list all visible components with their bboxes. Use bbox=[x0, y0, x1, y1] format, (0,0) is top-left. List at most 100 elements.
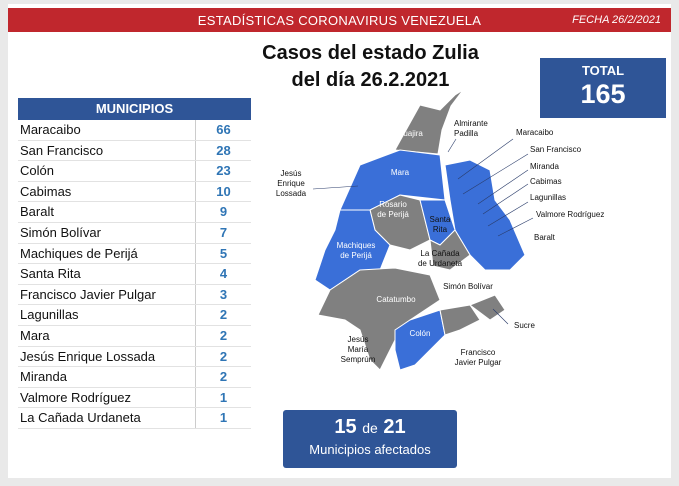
table-row: Mara 2 bbox=[18, 325, 251, 347]
total-label: TOTAL bbox=[581, 63, 625, 78]
leader-line bbox=[492, 308, 509, 325]
map-label: Machiques bbox=[337, 241, 376, 250]
table-row: Jesús Enrique Lossada 2 bbox=[18, 346, 251, 368]
municipality-name: Miranda bbox=[18, 367, 196, 387]
leader-line bbox=[447, 138, 457, 153]
region bbox=[439, 304, 481, 336]
leader-lines bbox=[312, 138, 534, 325]
infographic: ESTADÍSTICAS CORONAVIRUS VENEZUELA FECHA… bbox=[8, 4, 671, 478]
case-count: 5 bbox=[219, 245, 228, 261]
map-label: Lossada bbox=[276, 189, 307, 198]
municipality-name: Cabimas bbox=[18, 181, 196, 202]
summary-box: 15 de 21 Municipios afectados bbox=[283, 410, 457, 468]
map-label: Colón bbox=[410, 329, 431, 338]
case-count: 2 bbox=[219, 327, 228, 343]
case-count: 3 bbox=[219, 286, 228, 302]
case-count: 28 bbox=[216, 142, 231, 158]
map: GuajiraAlmirantePadillaMaraJesúsEnriqueL… bbox=[276, 89, 604, 371]
case-count: 4 bbox=[219, 266, 228, 282]
region bbox=[394, 89, 464, 155]
leader-line bbox=[482, 183, 529, 215]
case-count: 7 bbox=[219, 224, 228, 240]
map-label: Rita bbox=[433, 225, 448, 234]
table-row: Colón 23 bbox=[18, 161, 251, 182]
municipality-name: Valmore Rodríguez bbox=[18, 387, 196, 408]
map-label: Miranda bbox=[530, 162, 559, 171]
region bbox=[444, 159, 526, 271]
case-count: 1 bbox=[219, 410, 228, 426]
map-label: Semprúm bbox=[341, 355, 376, 364]
case-count: 1 bbox=[219, 389, 228, 405]
total-box: TOTAL 165 bbox=[540, 58, 666, 118]
municipality-name: San Francisco bbox=[18, 140, 196, 161]
municipality-name: Maracaibo bbox=[18, 120, 196, 140]
case-count: 2 bbox=[219, 369, 228, 385]
map-label: Maracaibo bbox=[516, 128, 554, 137]
total-value: 165 bbox=[580, 79, 626, 109]
summary-caption: Municipios afectados bbox=[309, 442, 431, 457]
leader-line bbox=[487, 201, 529, 227]
table-row: Simón Bolívar 7 bbox=[18, 222, 251, 244]
map-label: Guajira bbox=[397, 129, 423, 138]
header-title: ESTADÍSTICAS CORONAVIRUS VENEZUELA bbox=[197, 13, 482, 28]
municipality-name: Baralt bbox=[18, 202, 196, 222]
map-label: Javier Pulgar bbox=[455, 358, 502, 367]
table-row: Maracaibo 66 bbox=[18, 120, 251, 141]
table-row: Miranda 2 bbox=[18, 367, 251, 388]
municipality-name: Mara bbox=[18, 325, 196, 346]
map-label: Santa bbox=[430, 215, 451, 224]
map-label: Sucre bbox=[514, 321, 535, 330]
municipality-name: Colón bbox=[18, 161, 196, 181]
table-row: Machiques de Perijá 5 bbox=[18, 243, 251, 265]
leader-line bbox=[462, 153, 529, 195]
municipality-name: Santa Rita bbox=[18, 264, 196, 284]
header-bar: ESTADÍSTICAS CORONAVIRUS VENEZUELA FECHA… bbox=[8, 8, 671, 32]
map-label: Simón Bolívar bbox=[443, 282, 493, 291]
map-label: Mara bbox=[391, 168, 410, 177]
case-count: 2 bbox=[219, 348, 228, 364]
table-header: MUNICIPIOS bbox=[18, 98, 251, 120]
map-labels: GuajiraAlmirantePadillaMaraJesúsEnriqueL… bbox=[276, 119, 604, 367]
leader-line bbox=[497, 217, 534, 237]
header-date: FECHA 26/2/2021 bbox=[572, 14, 661, 26]
map-label: Almirante bbox=[454, 119, 488, 128]
map-label: Jesús bbox=[281, 169, 302, 178]
leader-line bbox=[477, 169, 529, 205]
affected-count: 15 bbox=[334, 416, 357, 438]
municipality-name: Machiques de Perijá bbox=[18, 243, 196, 264]
map-label: Baralt bbox=[534, 233, 556, 242]
map-label: Padilla bbox=[454, 129, 479, 138]
region bbox=[394, 309, 446, 371]
municipality-name: Lagunillas bbox=[18, 305, 196, 325]
table-row: Francisco Javier Pulgar 3 bbox=[18, 284, 251, 306]
municipality-name: Simón Bolívar bbox=[18, 222, 196, 243]
map-label: Lagunillas bbox=[530, 193, 566, 202]
table-row: Santa Rita 4 bbox=[18, 264, 251, 285]
map-regions bbox=[314, 89, 526, 371]
leader-line bbox=[312, 185, 359, 190]
municipality-table: MUNICIPIOS Maracaibo 66 San Francisco 28 Col… bbox=[18, 98, 251, 429]
map-label: Rosario bbox=[379, 200, 407, 209]
leader-line bbox=[457, 138, 514, 180]
map-label: Cabimas bbox=[530, 177, 562, 186]
main-title: Casos del estado Zulia bbox=[262, 42, 479, 64]
case-count: 23 bbox=[216, 163, 231, 179]
region bbox=[429, 229, 471, 271]
table-row: San Francisco 28 bbox=[18, 140, 251, 162]
region bbox=[468, 294, 506, 321]
map-label: de Perijá bbox=[377, 210, 409, 219]
map-label: Valmore Rodríguez bbox=[536, 210, 604, 219]
table-row: La Cañada Urdaneta 1 bbox=[18, 408, 251, 429]
municipality-name: Jesús Enrique Lossada bbox=[18, 346, 196, 367]
municipality-name: La Cañada Urdaneta bbox=[18, 408, 196, 428]
map-label: Catatumbo bbox=[376, 295, 416, 304]
case-count: 9 bbox=[219, 204, 228, 220]
map-label: Enrique bbox=[277, 179, 305, 188]
map-label: de Perijá bbox=[340, 251, 372, 260]
case-count: 66 bbox=[216, 122, 231, 137]
table-row: Valmore Rodríguez 1 bbox=[18, 387, 251, 409]
map-label: Jesús bbox=[348, 335, 369, 344]
main-title: del día 26.2.2021 bbox=[291, 69, 450, 91]
map-label: María bbox=[348, 345, 369, 354]
affected-of: de bbox=[362, 420, 378, 436]
